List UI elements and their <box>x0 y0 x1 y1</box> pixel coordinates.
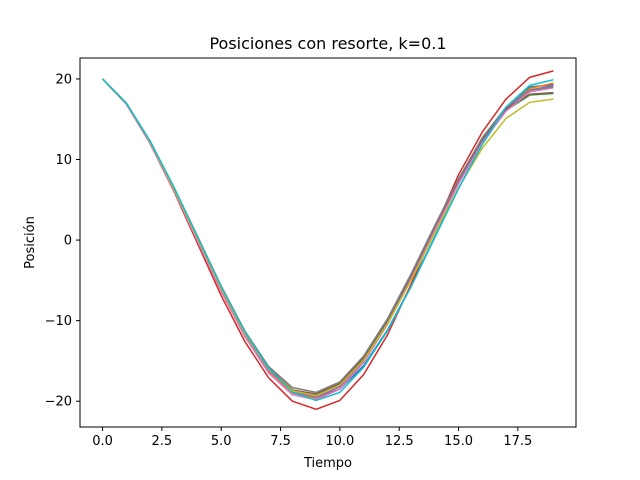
x-axis: 0.0 2.5 5.0 7.5 10.0 12.5 15.0 17.5 <box>92 427 532 449</box>
y-tick-label: 10 <box>55 153 72 168</box>
x-tick-label: 0.0 <box>92 434 113 449</box>
y-tick-label: 20 <box>55 72 72 87</box>
y-axis-label: Posición <box>23 216 38 269</box>
y-axis: −20 −10 0 10 20 <box>45 72 80 410</box>
x-tick-label: 17.5 <box>503 434 532 449</box>
y-tick-label: −20 <box>45 395 72 410</box>
x-tick-label: 7.5 <box>270 434 291 449</box>
x-tick-label: 10.0 <box>325 434 354 449</box>
chart-title: Posiciones con resorte, k=0.1 <box>209 34 446 53</box>
plot-area <box>79 57 577 428</box>
x-tick-label: 15.0 <box>444 434 473 449</box>
series-line-10 <box>102 78 554 402</box>
x-tick-label: 5.0 <box>211 434 232 449</box>
y-tick-label: −10 <box>45 314 72 329</box>
series-group <box>102 70 554 411</box>
y-tick-label: 0 <box>64 234 72 249</box>
x-axis-label: Tiempo <box>303 456 352 471</box>
x-tick-label: 12.5 <box>385 434 414 449</box>
plot-frame <box>79 57 577 428</box>
plot-background <box>80 58 576 427</box>
x-tick-label: 2.5 <box>152 434 173 449</box>
